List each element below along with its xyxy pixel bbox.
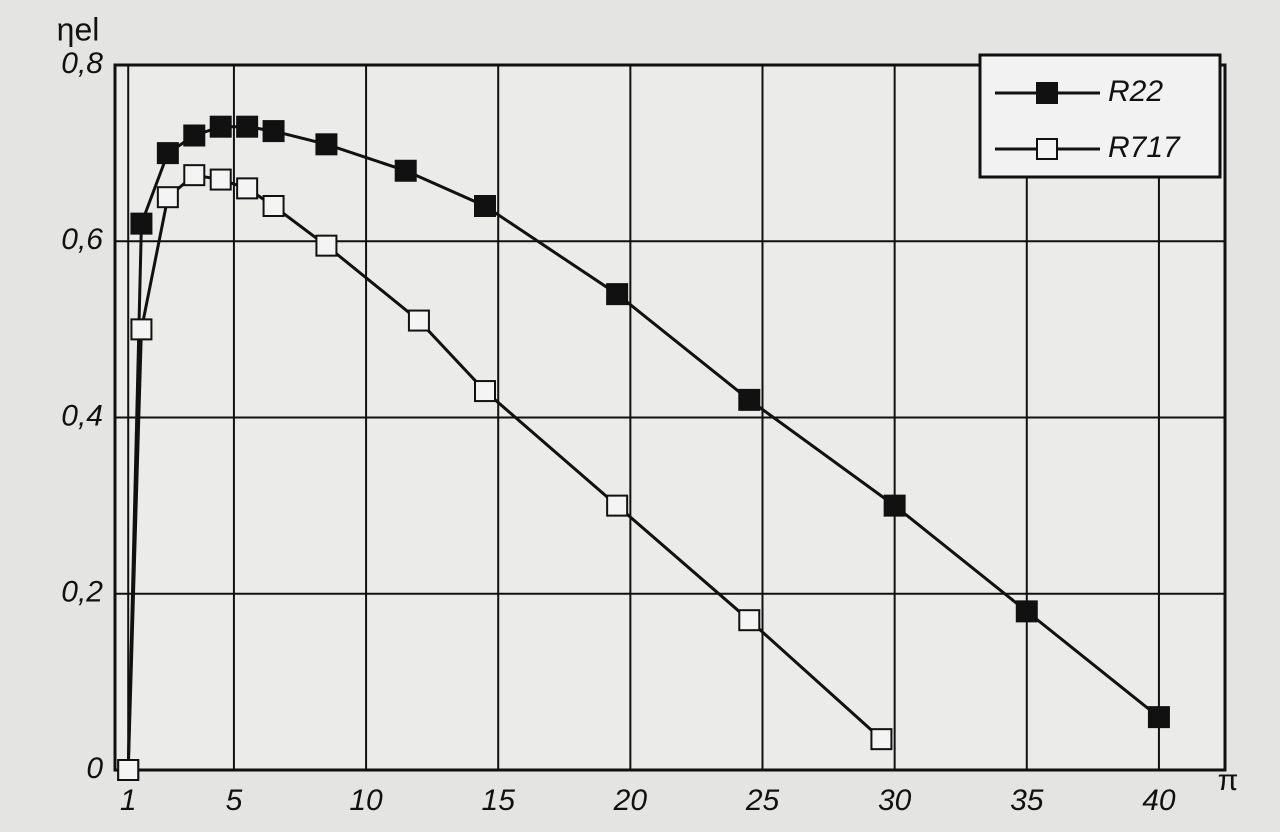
- x-tick-label: 5: [226, 784, 243, 817]
- x-tick-label: 1: [120, 784, 137, 817]
- y-tick-label: 0: [86, 752, 103, 785]
- y-tick-label: 0,2: [61, 576, 103, 609]
- x-tick-label: 30: [878, 784, 912, 817]
- marker: [262, 120, 285, 143]
- marker: [738, 609, 761, 632]
- marker: [883, 494, 906, 517]
- marker: [474, 380, 496, 403]
- marker: [236, 115, 259, 138]
- legend-label: R717: [1108, 131, 1181, 164]
- marker: [262, 195, 285, 217]
- marker: [236, 177, 259, 200]
- x-tick-label: 35: [1010, 784, 1044, 817]
- x-tick-label: 15: [482, 784, 516, 817]
- marker: [394, 159, 417, 182]
- x-tick-label: 20: [613, 784, 648, 817]
- marker: [738, 388, 761, 411]
- marker: [870, 728, 893, 751]
- y-tick-label: 0,6: [61, 223, 103, 256]
- marker: [315, 234, 338, 257]
- y-tick-label: 0,4: [61, 399, 103, 432]
- marker: [183, 164, 206, 187]
- marker: [1015, 600, 1038, 623]
- x-tick-label: 10: [349, 784, 383, 817]
- marker: [209, 115, 232, 138]
- marker: [130, 212, 153, 235]
- marker: [1036, 138, 1058, 160]
- marker: [183, 124, 206, 147]
- marker: [474, 195, 496, 217]
- marker: [407, 309, 430, 332]
- marker: [315, 133, 338, 156]
- x-axis-label: π: [1218, 764, 1239, 797]
- marker: [606, 283, 629, 306]
- legend-box: [978, 53, 1222, 179]
- marker: [156, 186, 179, 209]
- marker: [606, 494, 629, 517]
- legend: R22 R717: [978, 53, 1222, 179]
- y-axis-label: ηel: [57, 11, 100, 47]
- marker: [209, 168, 232, 191]
- legend-label: R22: [1108, 75, 1163, 108]
- marker: [117, 759, 140, 781]
- x-tick-label: 25: [745, 784, 780, 817]
- y-tick-label: 0,8: [61, 47, 103, 80]
- marker: [130, 318, 153, 341]
- marker: [1147, 706, 1170, 729]
- marker: [1036, 82, 1058, 104]
- marker: [156, 142, 179, 165]
- x-tick-label: 40: [1142, 784, 1176, 817]
